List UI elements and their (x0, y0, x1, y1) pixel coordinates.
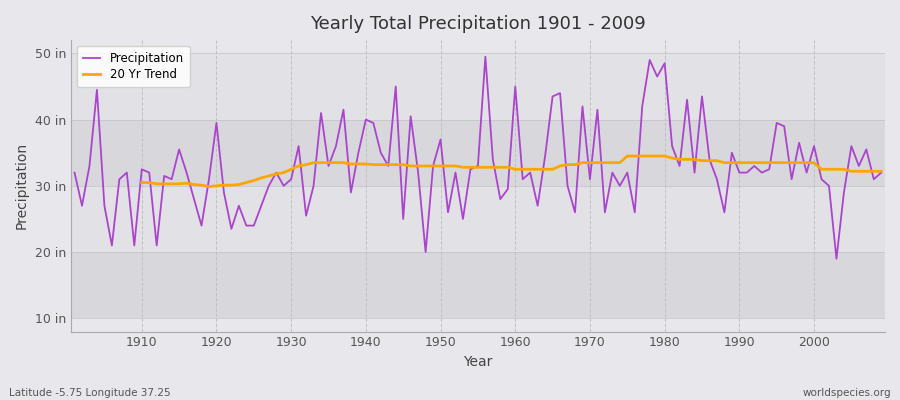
20 Yr Trend (622, 154, 633, 158)
20 Yr Trend (584, 160, 595, 165)
Precipitation (518, 177, 528, 182)
Precipitation (129, 243, 140, 248)
Text: Latitude -5.75 Longitude 37.25: Latitude -5.75 Longitude 37.25 (9, 388, 171, 398)
Title: Yearly Total Precipitation 1901 - 2009: Yearly Total Precipitation 1901 - 2009 (310, 15, 646, 33)
20 Yr Trend (137, 180, 148, 185)
20 Yr Trend (876, 169, 886, 174)
Precipitation (831, 256, 842, 261)
Precipitation (293, 144, 304, 148)
20 Yr Trend (853, 169, 864, 174)
Precipitation (876, 170, 886, 175)
Line: Precipitation: Precipitation (75, 57, 881, 259)
Precipitation (509, 84, 520, 89)
20 Yr Trend (286, 167, 297, 172)
Bar (71, 186, 885, 252)
X-axis label: Year: Year (464, 355, 492, 369)
Precipitation (69, 170, 80, 175)
Precipitation (480, 54, 491, 59)
Bar (71, 53, 885, 120)
Bar (71, 252, 885, 318)
Text: worldspecies.org: worldspecies.org (803, 388, 891, 398)
20 Yr Trend (525, 167, 535, 172)
Precipitation (607, 170, 617, 175)
20 Yr Trend (203, 184, 214, 189)
Line: 20 Yr Trend: 20 Yr Trend (142, 156, 881, 186)
20 Yr Trend (316, 160, 327, 165)
Legend: Precipitation, 20 Yr Trend: Precipitation, 20 Yr Trend (76, 46, 190, 87)
Precipitation (338, 107, 349, 112)
Y-axis label: Precipitation: Precipitation (15, 142, 29, 230)
20 Yr Trend (831, 167, 842, 172)
Bar (71, 120, 885, 186)
